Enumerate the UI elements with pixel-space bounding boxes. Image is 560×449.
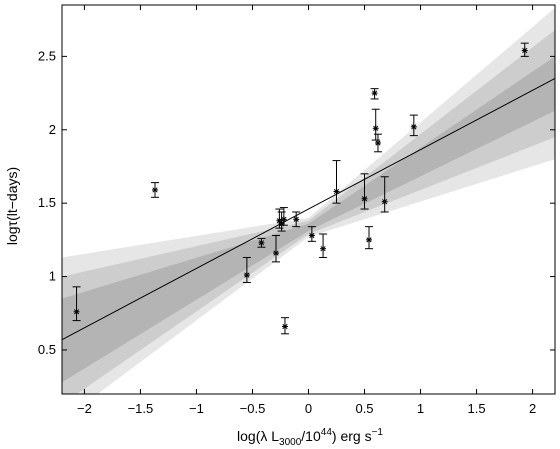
x-axis-label-suffix: ) erg s bbox=[332, 428, 372, 444]
asterisk-marker bbox=[280, 216, 287, 223]
asterisk-marker bbox=[281, 323, 288, 330]
asterisk-marker bbox=[374, 139, 381, 146]
data-point bbox=[272, 234, 281, 263]
asterisk-marker bbox=[371, 90, 378, 97]
asterisk-marker bbox=[320, 245, 327, 252]
x-axis-label-prefix: log(λ L bbox=[237, 428, 279, 444]
asterisk-marker bbox=[372, 125, 379, 132]
fit-line bbox=[62, 77, 555, 341]
data-point bbox=[520, 42, 529, 57]
confidence-band-inner bbox=[62, 56, 555, 383]
asterisk-marker bbox=[333, 188, 340, 195]
y-tick-label: 1 bbox=[49, 269, 56, 284]
x-tick-label: −1.5 bbox=[128, 401, 154, 416]
y-tick-label: 2 bbox=[49, 122, 56, 137]
data-point bbox=[279, 207, 288, 226]
data-point bbox=[257, 237, 266, 248]
y-tick-label: 2.5 bbox=[38, 48, 56, 63]
x-axis-label-sup: 44 bbox=[321, 427, 333, 438]
x-tick-label: −2 bbox=[77, 401, 92, 416]
y-axis-ticks: 0.5 1 1.5 2 2.5 bbox=[38, 48, 555, 357]
y-tick-label: 1.5 bbox=[38, 195, 56, 210]
asterisk-marker bbox=[151, 186, 158, 193]
x-tick-label: −1 bbox=[189, 401, 204, 416]
asterisk-marker bbox=[258, 239, 265, 246]
x-axis-label-sub: 3000 bbox=[279, 437, 302, 448]
data-point bbox=[72, 286, 81, 322]
x-tick-label: 0.5 bbox=[355, 401, 373, 416]
asterisk-marker bbox=[293, 216, 300, 223]
data-point bbox=[380, 176, 389, 213]
data-points bbox=[72, 42, 529, 335]
x-axis-ticks: −2 −1.5 −1 −0.5 0 0.5 1 1.5 2 bbox=[77, 5, 536, 416]
x-tick-label: −0.5 bbox=[240, 401, 266, 416]
data-point bbox=[409, 114, 418, 137]
x-tick-label: 0 bbox=[305, 401, 312, 416]
data-point bbox=[373, 133, 382, 153]
asterisk-marker bbox=[361, 195, 368, 202]
asterisk-marker bbox=[273, 250, 280, 257]
data-point bbox=[360, 173, 369, 210]
asterisk-marker bbox=[410, 123, 417, 130]
asterisk-marker bbox=[521, 47, 528, 54]
asterisk-marker bbox=[366, 236, 373, 243]
data-point bbox=[371, 108, 380, 141]
asterisk-marker bbox=[381, 198, 388, 205]
data-point bbox=[275, 208, 284, 229]
confidence-band-outer bbox=[62, 7, 555, 394]
data-point bbox=[242, 256, 251, 283]
x-axis-label-sup2: −1 bbox=[372, 427, 384, 438]
asterisk-marker bbox=[308, 232, 315, 239]
confidence-bands bbox=[62, 7, 555, 394]
data-point bbox=[307, 226, 316, 242]
x-tick-label: 1 bbox=[417, 401, 424, 416]
asterisk-marker bbox=[73, 308, 80, 315]
x-tick-label: 1.5 bbox=[468, 401, 486, 416]
data-point bbox=[292, 211, 301, 228]
data-point bbox=[365, 226, 374, 250]
data-point bbox=[319, 233, 328, 258]
data-point bbox=[280, 317, 289, 335]
data-point bbox=[150, 182, 159, 198]
data-point bbox=[332, 160, 341, 204]
y-axis-label: logτ(lt−days) bbox=[4, 167, 20, 245]
x-axis-label: log(λ L3000/1044) erg s−1 bbox=[237, 427, 383, 448]
asterisk-marker bbox=[243, 272, 250, 279]
data-point bbox=[370, 88, 379, 100]
x-axis-label-mid: /10 bbox=[301, 428, 321, 444]
x-tick-label: 2 bbox=[529, 401, 536, 416]
fit-line-group bbox=[62, 77, 555, 341]
y-tick-label: 0.5 bbox=[38, 342, 56, 357]
